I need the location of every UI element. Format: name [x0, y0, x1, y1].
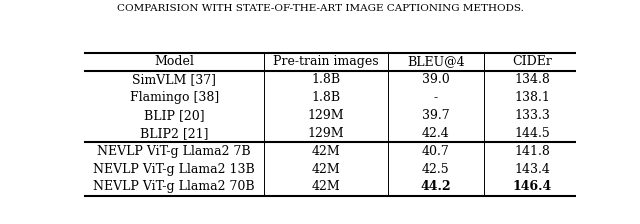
Text: 146.4: 146.4: [513, 181, 552, 194]
Text: Flamingo [38]: Flamingo [38]: [130, 91, 219, 104]
Text: CIDEr: CIDEr: [513, 55, 552, 68]
Text: 144.5: 144.5: [515, 127, 550, 140]
Text: 42M: 42M: [311, 163, 340, 176]
Text: 42M: 42M: [311, 181, 340, 194]
Text: COMPARISION WITH STATE-OF-THE-ART IMAGE CAPTIONING METHODS.: COMPARISION WITH STATE-OF-THE-ART IMAGE …: [116, 4, 524, 13]
Text: 39.0: 39.0: [422, 73, 450, 86]
Text: NEVLP ViT-g Llama2 13B: NEVLP ViT-g Llama2 13B: [93, 163, 255, 176]
Text: 129M: 129M: [307, 127, 344, 140]
Text: Model: Model: [154, 55, 194, 68]
Text: 129M: 129M: [307, 109, 344, 122]
Text: Pre-train images: Pre-train images: [273, 55, 378, 68]
Text: BLIP2 [21]: BLIP2 [21]: [140, 127, 209, 140]
Text: 134.8: 134.8: [515, 73, 550, 86]
Text: 44.2: 44.2: [420, 181, 451, 194]
Text: 1.8B: 1.8B: [311, 73, 340, 86]
Text: 40.7: 40.7: [422, 145, 450, 158]
Text: BLIP [20]: BLIP [20]: [144, 109, 205, 122]
Text: 39.7: 39.7: [422, 109, 450, 122]
Text: 42M: 42M: [311, 145, 340, 158]
Text: 143.4: 143.4: [515, 163, 550, 176]
Text: NEVLP ViT-g Llama2 70B: NEVLP ViT-g Llama2 70B: [93, 181, 255, 194]
Text: 42.5: 42.5: [422, 163, 450, 176]
Text: 42.4: 42.4: [422, 127, 450, 140]
Text: NEVLP ViT-g Llama2 7B: NEVLP ViT-g Llama2 7B: [97, 145, 251, 158]
Text: 138.1: 138.1: [515, 91, 550, 104]
Text: 1.8B: 1.8B: [311, 91, 340, 104]
Text: SimVLM [37]: SimVLM [37]: [132, 73, 216, 86]
Text: BLEU@4: BLEU@4: [407, 55, 465, 68]
Text: 133.3: 133.3: [515, 109, 550, 122]
Text: 141.8: 141.8: [515, 145, 550, 158]
Text: -: -: [434, 91, 438, 104]
